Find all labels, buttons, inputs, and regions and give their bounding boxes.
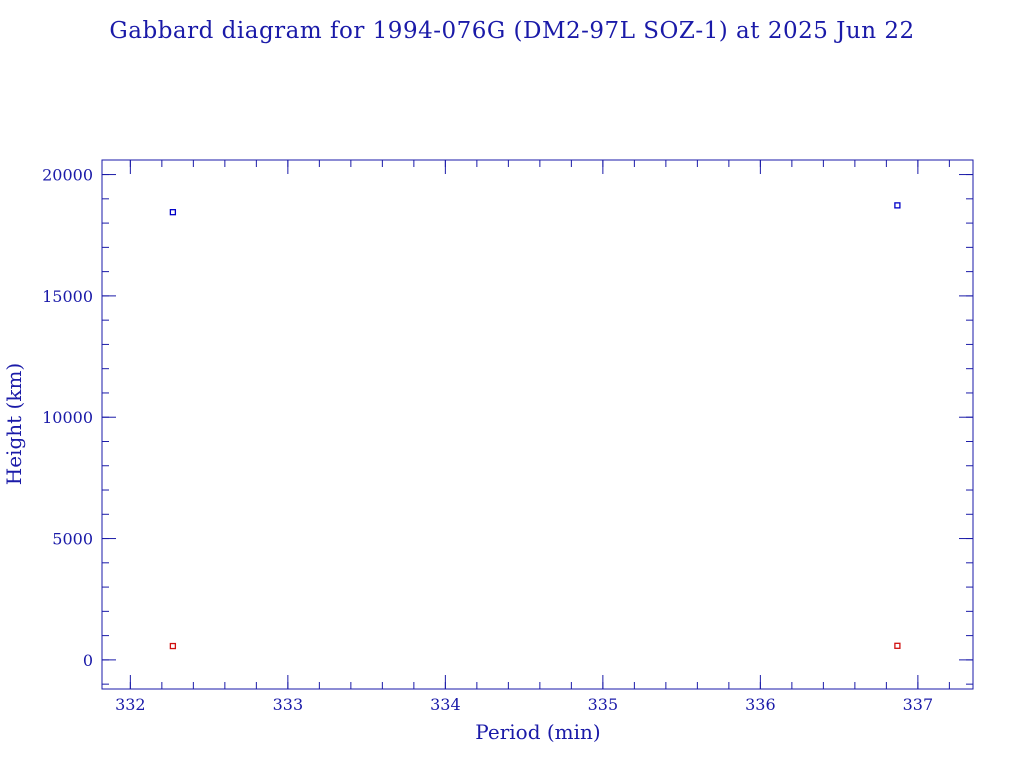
y-tick-label: 10000 [42, 408, 93, 427]
y-tick-label: 20000 [42, 166, 93, 185]
y-tick-label: 5000 [52, 530, 93, 549]
perigee-point [169, 642, 177, 650]
plot-frame [101, 159, 974, 690]
y-tick-label: 15000 [42, 287, 93, 306]
axis-tick-labels: 332 333 334 335 336 337 0 5000 10000 15000 20000 [42, 166, 933, 714]
y-axis-label: Height (km) [2, 363, 26, 485]
chart-title: Gabbard diagram for 1994-076G (DM2-97L S… [109, 18, 914, 44]
y-tick-label: 0 [83, 651, 93, 670]
x-tick-label: 334 [430, 695, 461, 714]
x-tick-label: 337 [903, 695, 934, 714]
axis-ticks [102, 160, 973, 689]
apogee-point [169, 209, 177, 216]
apogee-point [894, 202, 901, 209]
x-tick-label: 335 [588, 695, 619, 714]
x-tick-label: 333 [273, 695, 304, 714]
x-tick-label: 336 [745, 695, 776, 714]
perigee-point [894, 642, 901, 649]
data-points [169, 202, 901, 650]
x-axis-label: Period (min) [475, 720, 600, 744]
x-tick-label: 332 [115, 695, 146, 714]
